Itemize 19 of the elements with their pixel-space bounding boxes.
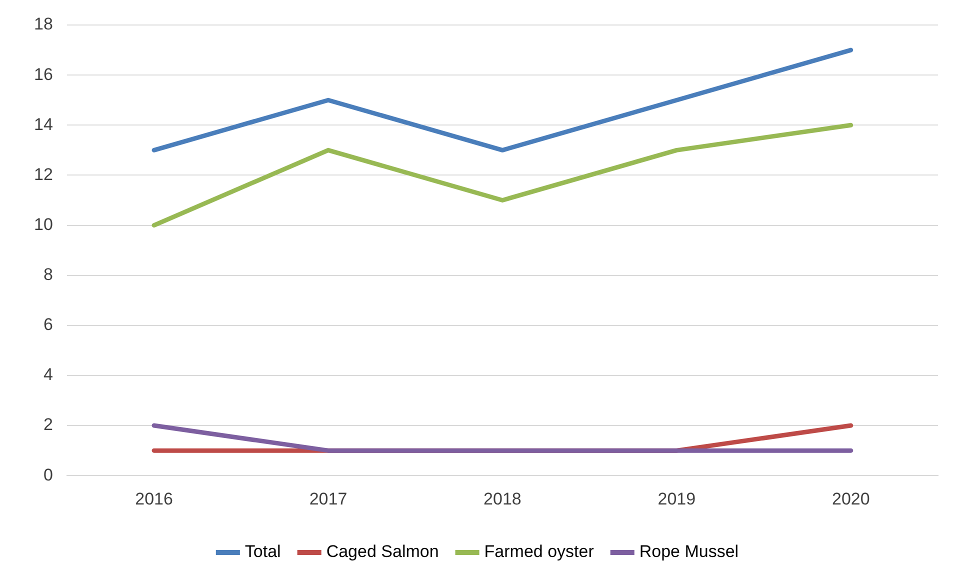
y-tick-label: 2 — [43, 415, 53, 434]
y-tick-label: 4 — [43, 365, 53, 384]
legend-label: Rope Mussel — [639, 542, 739, 562]
y-tick-label: 6 — [43, 315, 53, 334]
y-tick-label: 10 — [34, 214, 53, 234]
x-tick-label: 2016 — [135, 489, 173, 508]
x-tick-label: 2018 — [484, 489, 522, 508]
y-tick-label: 16 — [34, 64, 53, 84]
x-tick-label: 2017 — [309, 489, 348, 508]
y-tick-label: 14 — [34, 114, 53, 134]
legend-label: Total — [244, 542, 281, 562]
y-tick-label: 0 — [43, 465, 53, 484]
x-tick-label: 2019 — [658, 489, 696, 508]
y-tick-label: 12 — [34, 164, 53, 184]
legend-label: Caged Salmon — [326, 542, 439, 562]
y-tick-label: 8 — [43, 265, 53, 284]
y-tick-label: 18 — [34, 14, 53, 34]
legend-label: Farmed oyster — [484, 542, 594, 562]
x-tick-label: 2020 — [832, 489, 870, 508]
